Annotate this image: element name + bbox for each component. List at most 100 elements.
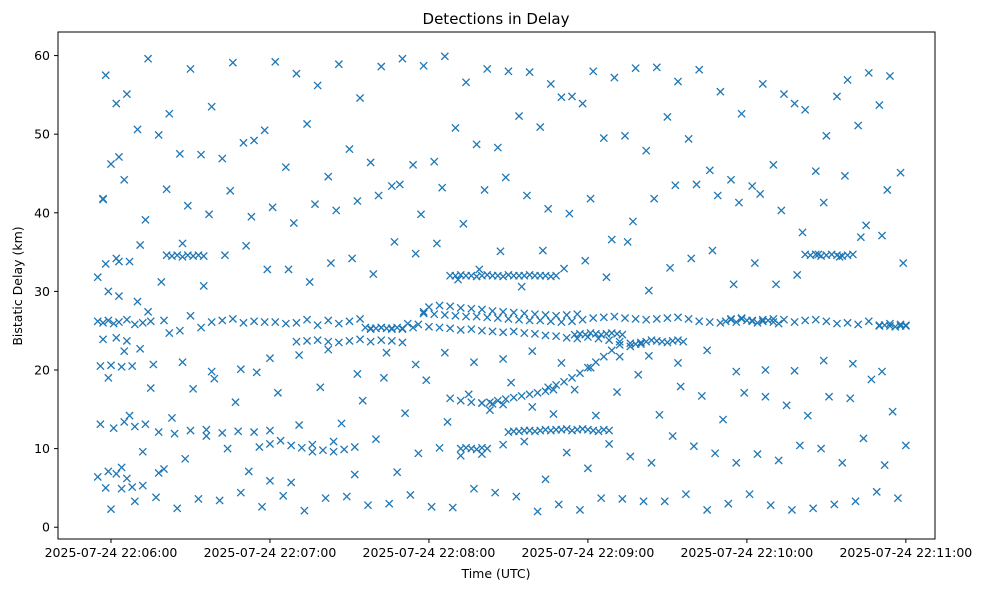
data-point [552, 380, 561, 389]
data-point [560, 264, 569, 273]
data-point [499, 307, 508, 316]
data-point [98, 318, 108, 327]
data-point [626, 339, 635, 348]
data-point [610, 312, 619, 321]
data-point [411, 360, 420, 369]
data-point [149, 360, 158, 369]
data-point [552, 332, 561, 341]
data-point [371, 435, 381, 444]
data-point [234, 427, 243, 436]
data-point [854, 121, 863, 130]
data-point [544, 204, 553, 213]
data-point [114, 317, 123, 327]
data-point [133, 297, 142, 306]
data-point [644, 286, 653, 295]
data-point [496, 247, 505, 256]
data-point [628, 217, 638, 226]
data-point [525, 390, 534, 399]
data-point [517, 282, 526, 291]
data-point [562, 310, 571, 320]
x-tick-label: 2025-07-24 22:06:00 [45, 545, 178, 560]
data-point [790, 366, 799, 375]
data-point [228, 58, 237, 67]
data-point [665, 263, 675, 272]
data-point [885, 319, 895, 328]
data-point [120, 417, 129, 426]
data-point [472, 140, 481, 149]
data-point [583, 363, 592, 372]
data-point [136, 240, 145, 250]
data-point [159, 316, 169, 325]
data-point [705, 166, 714, 175]
data-point [173, 504, 182, 513]
data-point [345, 336, 354, 345]
data-point [607, 235, 616, 244]
data-point [774, 319, 783, 328]
data-point [133, 125, 142, 134]
y-tick-label: 40 [34, 205, 50, 220]
data-point [599, 134, 608, 143]
data-point [840, 171, 849, 180]
data-point [120, 175, 129, 184]
data-point [106, 505, 116, 514]
data-point [435, 323, 444, 332]
data-point [877, 367, 887, 376]
data-point [287, 478, 296, 487]
data-point [345, 145, 354, 154]
data-point [432, 239, 441, 248]
data-point [565, 209, 574, 218]
data-point [236, 488, 245, 497]
data-point [112, 333, 121, 342]
data-point [250, 136, 259, 145]
data-point [430, 157, 439, 166]
data-point [305, 277, 314, 287]
data-point [501, 173, 510, 182]
data-point [681, 490, 691, 499]
data-point [332, 206, 341, 215]
data-point [557, 317, 566, 327]
data-point [252, 368, 261, 377]
data-point [197, 150, 206, 159]
data-point [324, 316, 333, 325]
data-point [379, 373, 388, 382]
data-point [104, 467, 113, 476]
data-point [122, 474, 131, 483]
data-point [528, 402, 537, 412]
data-point [366, 158, 375, 167]
data-point [610, 73, 619, 82]
data-point [366, 337, 375, 346]
data-point [321, 494, 330, 503]
data-point [790, 99, 799, 108]
data-point [605, 426, 614, 435]
data-point [469, 358, 479, 367]
data-point [324, 172, 333, 181]
data-point [292, 318, 301, 327]
data-point [395, 180, 404, 189]
data-point [408, 160, 418, 169]
data-point [430, 310, 439, 319]
data-point [525, 68, 534, 77]
data-point [318, 446, 328, 455]
data-point [446, 302, 455, 311]
data-point [387, 182, 396, 191]
data-point [615, 340, 624, 349]
data-point [109, 319, 118, 328]
data-point [194, 494, 203, 503]
data-point [705, 317, 714, 327]
data-point [859, 434, 868, 443]
data-point [554, 500, 563, 509]
data-point [109, 424, 118, 433]
data-point [896, 168, 905, 177]
data-point [464, 390, 473, 399]
data-point [507, 378, 516, 387]
data-point [599, 313, 608, 322]
data-point [546, 79, 555, 88]
data-point [732, 458, 741, 467]
data-point [345, 317, 354, 326]
data-point [848, 359, 857, 368]
data-point [128, 362, 137, 371]
data-point [414, 320, 423, 329]
data-point [186, 426, 195, 435]
data-point [292, 69, 301, 78]
data-point [586, 363, 595, 372]
